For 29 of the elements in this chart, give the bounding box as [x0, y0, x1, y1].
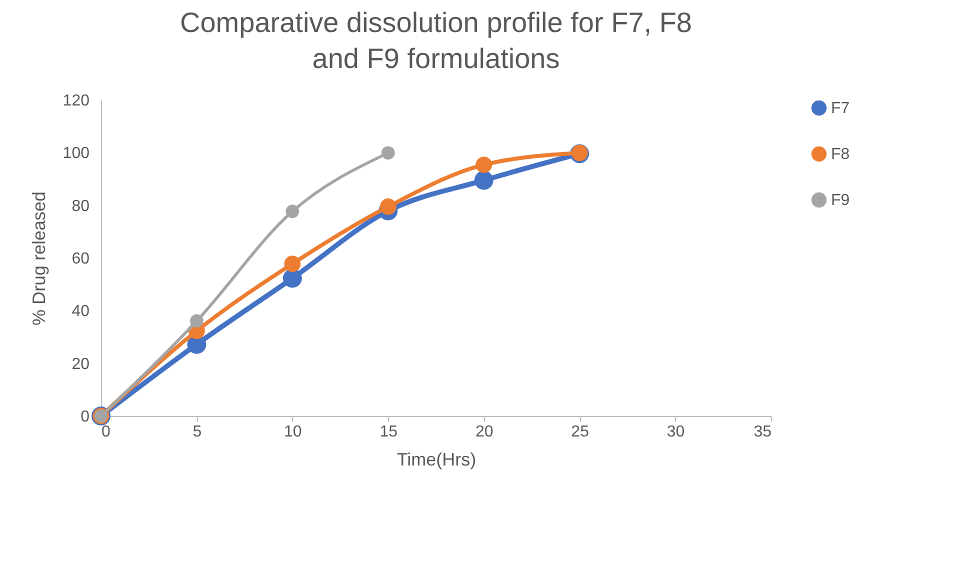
legend-label: F9	[831, 192, 850, 209]
point	[381, 146, 395, 160]
point	[286, 204, 300, 218]
y-tick-label: 20	[72, 356, 90, 373]
legend-label: F7	[831, 100, 850, 117]
y-tick-label: 100	[62, 145, 90, 162]
point	[380, 198, 396, 215]
x-tick-label: 25	[571, 424, 590, 440]
x-tick-label: 0	[102, 424, 110, 440]
y-tick-label: 60	[72, 250, 90, 268]
chart-title: Comparative dissolution profile for F7, F8 and F9 formulations	[180, 7, 692, 74]
x-axis-title: Time(Hrs)	[396, 450, 476, 470]
y-axis-title: % Drug released	[28, 191, 49, 326]
point	[284, 256, 301, 272]
x-tick-label: 30	[666, 424, 685, 440]
point	[282, 268, 302, 288]
x-tick-label: 15	[380, 424, 398, 440]
y-tick-label: 80	[72, 198, 90, 215]
y-tick-label: 0	[80, 408, 90, 426]
x-tick-label: 35	[754, 424, 772, 440]
point	[190, 314, 204, 328]
point	[474, 170, 494, 190]
x-tick-label: 10	[284, 424, 302, 440]
x-tick-label: 20	[475, 424, 494, 440]
y-tick-label: 40	[72, 303, 90, 320]
legend-label: F8	[831, 146, 850, 163]
x-tick-label: 5	[192, 424, 202, 440]
y-tick-label: 120	[62, 92, 90, 110]
point	[476, 156, 492, 173]
